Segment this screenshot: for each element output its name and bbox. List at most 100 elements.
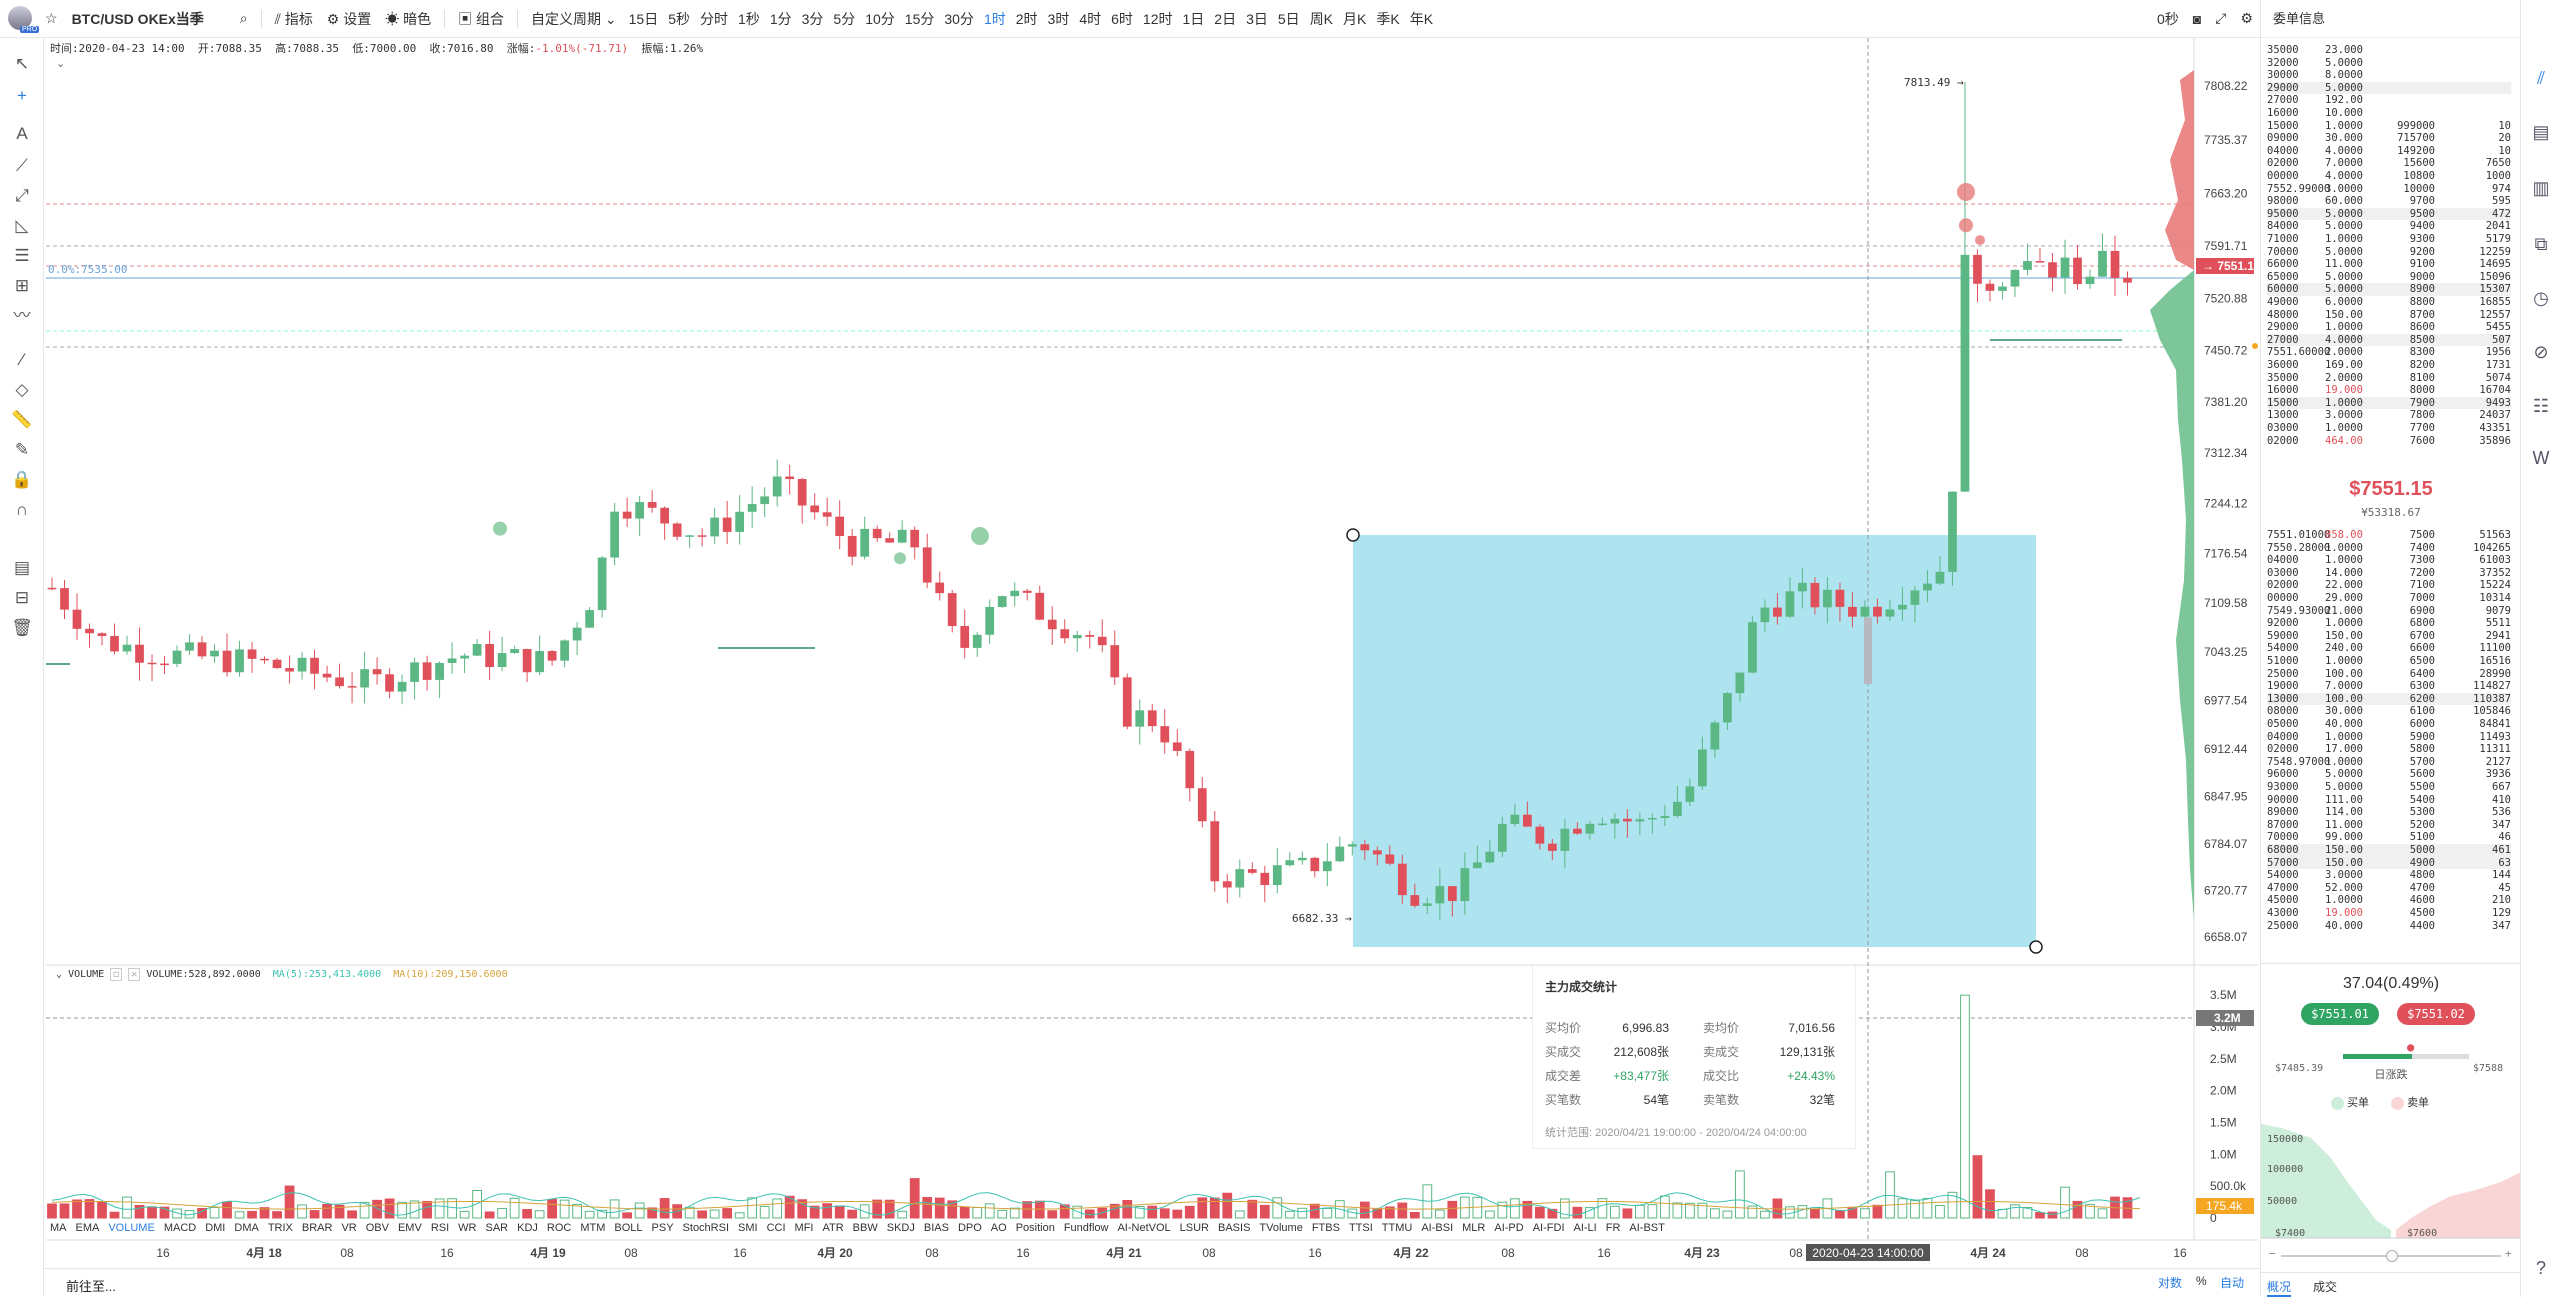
indicator-tab[interactable]: AO [990, 1222, 1007, 1234]
bids-row[interactable]: 68000 150.00 5000 461 [2267, 844, 2511, 857]
indicator-tab[interactable]: BIAS [923, 1222, 949, 1234]
indicator-tab[interactable]: OBV [365, 1222, 389, 1234]
bids-row[interactable]: 45000 1.0000 4600 210 [2267, 894, 2511, 907]
list-icon[interactable]: ☷ [2532, 396, 2550, 416]
asks-row[interactable]: 30000 8.0000 [2267, 69, 2511, 82]
indicator-tab[interactable]: AI-FDI [1532, 1222, 1565, 1234]
asks-row[interactable]: 27000 4.0000 8500 507 [2267, 333, 2511, 347]
indicator-tab[interactable]: RSI [430, 1222, 450, 1234]
bids-row[interactable]: 7548.97000 1.0000 5700 2127 [2267, 756, 2511, 769]
bids-row[interactable]: 59000 150.00 6700 2941 [2267, 630, 2511, 643]
period-13[interactable]: 4时 [1079, 10, 1102, 27]
indicator-tab[interactable]: AI-BST [1629, 1222, 1665, 1234]
compass-icon[interactable]: ⊘ [2533, 342, 2549, 362]
log-scale-button[interactable]: 对数 [2158, 1276, 2183, 1290]
indicator-tab[interactable]: DMA [234, 1222, 259, 1234]
period-4[interactable]: 1分 [769, 10, 792, 27]
indicator-tab[interactable]: TVolume [1259, 1222, 1303, 1234]
asks-row[interactable]: 84000 5.0000 9400 2041 [2267, 220, 2511, 233]
chevron-down-icon[interactable]: ⌄ [56, 969, 63, 980]
asks-row[interactable]: 02000 7.0000 15600 7650 [2267, 157, 2511, 170]
period-19[interactable]: 5日 [1277, 10, 1300, 27]
indicator-tab[interactable]: LSUR [1179, 1222, 1209, 1234]
indicator-tab[interactable]: KDJ [517, 1222, 538, 1234]
indicator-tab[interactable]: CCI [766, 1222, 786, 1234]
asks-row[interactable]: 60000 5.0000 8900 15307 [2267, 283, 2511, 296]
asks-row[interactable]: 02000 464.00 7600 35896 [2267, 435, 2511, 448]
eraser-icon[interactable]: ◇ [15, 380, 29, 399]
trend-line-icon[interactable]: ⟋ [16, 156, 28, 175]
asks-row[interactable]: 7552.99000 3.0000 10000 974 [2267, 183, 2511, 196]
pen-icon[interactable]: ✎ [14, 440, 30, 459]
indicator-tab[interactable]: BBW [852, 1222, 878, 1234]
period-3[interactable]: 1秒 [738, 10, 760, 27]
period-21[interactable]: 月K [1343, 10, 1367, 27]
indicator-tab[interactable]: StochRSI [682, 1222, 730, 1234]
period-16[interactable]: 1日 [1182, 10, 1205, 27]
indicator-tab[interactable]: ATR [822, 1222, 844, 1234]
asks-row[interactable]: 29000 1.0000 8600 5455 [2267, 321, 2511, 334]
indicator-tab[interactable]: TTSI [1348, 1222, 1373, 1234]
chart-icon[interactable]: ⫽ [2536, 68, 2546, 88]
indicator-tab[interactable]: EMA [75, 1222, 100, 1234]
clock-icon[interactable]: ◷ [2533, 288, 2549, 308]
fullscreen-icon[interactable]: ⤢ [2215, 10, 2227, 26]
asks-row[interactable]: 00000 4.0000 10800 1000 [2267, 170, 2511, 183]
indicator-tab[interactable]: VOLUME [108, 1222, 155, 1234]
indicator-tab[interactable]: MFI [794, 1222, 814, 1234]
eye-icon[interactable]: ◻ [110, 968, 123, 981]
indicator-tab[interactable]: SKDJ [886, 1222, 915, 1234]
indicator-tab[interactable]: AI-LI [1573, 1222, 1597, 1234]
asks-row[interactable]: 49000 6.0000 8800 16855 [2267, 296, 2511, 309]
best-bid-button[interactable]: $7551.01 [2301, 1003, 2379, 1025]
asks-row[interactable]: 98000 60.000 9700 595 [2267, 195, 2511, 208]
indicator-tab[interactable]: AI-PD [1494, 1222, 1524, 1234]
indicator-tab[interactable]: FTBS [1311, 1222, 1340, 1234]
period-22[interactable]: 季K [1376, 10, 1400, 27]
asks-row[interactable]: 27000 192.00 [2267, 94, 2511, 107]
visibility-icon[interactable]: ⊟ [14, 588, 30, 607]
indicator-tab[interactable]: VR [341, 1222, 357, 1234]
period-0[interactable]: 15日 [628, 10, 659, 27]
magnet-icon[interactable]: ∩ [15, 500, 29, 519]
period-15[interactable]: 12时 [1142, 10, 1173, 27]
indicator-tab[interactable]: PSY [651, 1222, 674, 1234]
period-2[interactable]: 分时 [700, 10, 729, 27]
percent-scale-button[interactable]: % [2196, 1274, 2207, 1288]
bids-row[interactable]: 51000 1.0000 6500 16516 [2267, 655, 2511, 668]
asks-row[interactable]: 95000 5.0000 9500 472 [2267, 207, 2511, 221]
indicator-tab[interactable]: BRAR [301, 1222, 333, 1234]
bids-row[interactable]: 03000 14.000 7200 37352 [2267, 567, 2511, 580]
tab-overview[interactable]: 概况 [2267, 1278, 2292, 1297]
goto-button[interactable]: 前往至... [66, 1279, 116, 1294]
bids-row[interactable]: 54000 3.0000 4800 144 [2267, 869, 2511, 882]
bids-row[interactable]: 7551.01000 858.00 7500 51563 [2267, 529, 2511, 542]
ray-icon[interactable]: ⤢ [15, 186, 29, 205]
asks-row[interactable]: 36000 169.00 8200 1731 [2267, 359, 2511, 372]
period-20[interactable]: 周K [1309, 10, 1334, 27]
asks-row[interactable]: 48000 150.00 8700 12557 [2267, 309, 2511, 322]
bids-row[interactable]: 13000 100.00 6200 110387 [2267, 692, 2511, 706]
period-8[interactable]: 15分 [904, 10, 935, 27]
asks-row[interactable]: 15000 1.0000 7900 9493 [2267, 396, 2511, 410]
indicator-tab[interactable]: BASIS [1218, 1222, 1251, 1234]
bids-row[interactable]: 92000 1.0000 6800 5511 [2267, 617, 2511, 630]
indicator-tab[interactable]: ROC [546, 1222, 572, 1234]
indicator-tab[interactable]: TTMU [1381, 1222, 1413, 1234]
asks-row[interactable]: 16000 10.000 [2267, 107, 2511, 120]
bids-row[interactable]: 04000 1.0000 7300 61003 [2267, 554, 2511, 567]
asks-row[interactable]: 70000 5.0000 9200 12259 [2267, 246, 2511, 259]
indicator-tab[interactable]: SMI [738, 1222, 758, 1234]
asks-row[interactable]: 16000 19.000 8000 16704 [2267, 384, 2511, 397]
help-icon[interactable]: ? [2535, 1258, 2546, 1278]
bids-row[interactable]: 43000 19.000 4500 129 [2267, 907, 2511, 920]
symbol-title[interactable]: BTC/USD OKEx当季 [71, 10, 204, 27]
close-icon[interactable]: ✕ [128, 968, 141, 981]
indicator-tab[interactable]: TRIX [267, 1222, 293, 1234]
text-icon[interactable]: A [16, 124, 28, 143]
bids-row[interactable]: 19000 7.0000 6300 114827 [2267, 680, 2511, 693]
period-18[interactable]: 3日 [1246, 10, 1268, 27]
asks-row[interactable]: 15000 1.0000 999000 10 [2267, 120, 2511, 133]
bids-row[interactable]: 57000 150.00 4900 63 [2267, 856, 2511, 870]
theme-button[interactable]: ☀ 暗色 [378, 9, 438, 29]
